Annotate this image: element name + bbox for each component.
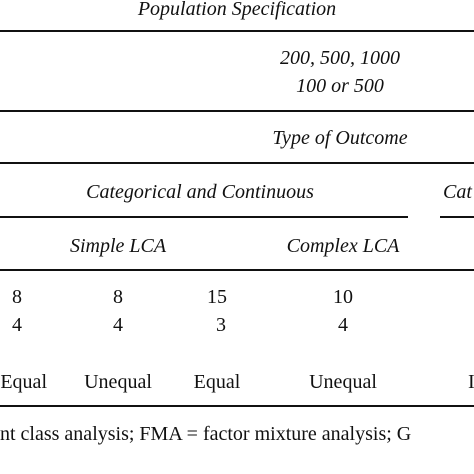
rule-2	[0, 110, 474, 112]
rule-top	[0, 30, 474, 32]
table-cell: 8	[113, 286, 123, 308]
table-cell: 3	[216, 314, 226, 336]
type-of-outcome-heading: Type of Outcome	[272, 127, 408, 149]
population-specification-heading: Population Specification	[137, 0, 337, 20]
table-cell: Equal	[193, 371, 241, 393]
table-cell: 4	[113, 314, 123, 336]
rule-group-underline-right	[440, 216, 474, 218]
table-footnote: nt class analysis; FMA = factor mixture …	[0, 423, 412, 445]
table-cell-truncated: I	[468, 371, 474, 393]
table-cell: Unequal	[84, 371, 152, 393]
subheader-complex-lca: Complex LCA	[286, 235, 400, 257]
rule-bottom	[0, 405, 474, 407]
rule-3	[0, 162, 474, 164]
table-cell: Equal	[0, 371, 47, 393]
alt-sizes-cell: 100 or 500	[296, 75, 384, 97]
table-cell: 8	[12, 286, 22, 308]
table-cell: Unequal	[309, 371, 377, 393]
group-header-categorical-truncated: Cat	[443, 181, 472, 203]
subheader-simple-lca: Simple LCA	[69, 235, 167, 257]
rule-4	[0, 269, 474, 271]
table-cell: 15	[207, 286, 227, 308]
rule-group-underline	[0, 216, 408, 218]
table-cell: 4	[12, 314, 22, 336]
table-cell: 4	[338, 314, 348, 336]
sample-sizes-cell: 200, 500, 1000	[280, 47, 400, 69]
group-header-categorical-continuous: Categorical and Continuous	[86, 181, 314, 203]
table-cell: 10	[333, 286, 353, 308]
